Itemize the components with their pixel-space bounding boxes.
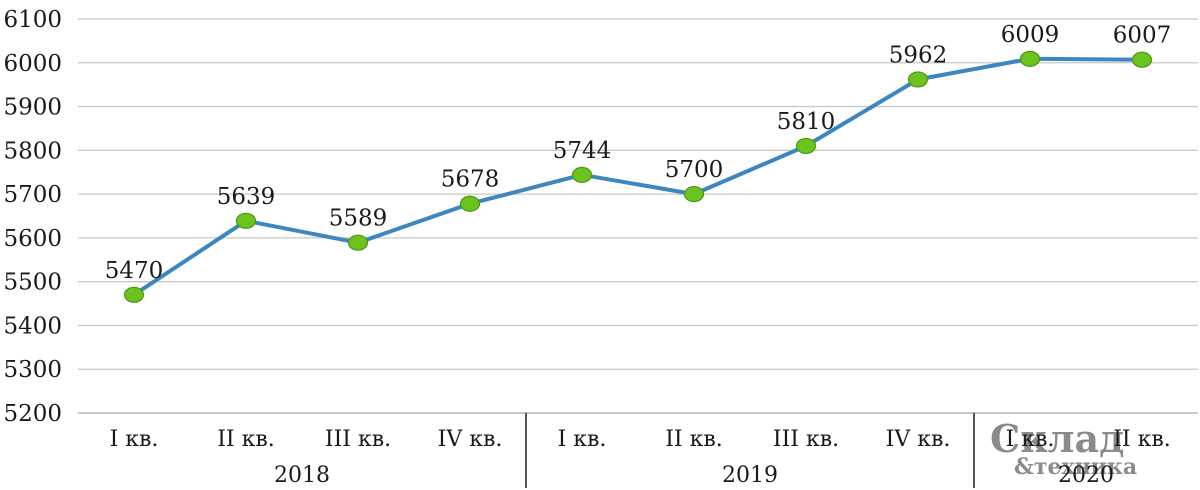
y-tick-label-5600: 5600: [3, 226, 62, 252]
data-point-2: [235, 212, 257, 229]
x-tick-label-1: I кв.: [110, 427, 159, 452]
data-point-3: [347, 234, 369, 251]
group-label-2018: 2018: [274, 463, 330, 488]
data-point-5: [571, 166, 593, 183]
y-tick-label-5200: 5200: [3, 401, 62, 427]
data-label-3: 5589: [329, 206, 388, 232]
data-label-4: 5678: [441, 167, 500, 193]
group-label-2019: 2019: [722, 463, 778, 488]
x-tick-label-8: IV кв.: [886, 427, 951, 452]
y-tick-label-5400: 5400: [3, 313, 62, 339]
y-tick-label-5900: 5900: [3, 95, 62, 121]
data-point-6: [683, 186, 705, 203]
series-line: [132, 56, 1143, 297]
y-tick-label-5500: 5500: [3, 270, 62, 296]
grid: [78, 18, 1198, 414]
y-axis-ticks: 5200 5300 5400 5500 5600 5700 5800 5900 6000 6100: [3, 7, 62, 427]
y-tick-label-6100: 6100: [3, 7, 62, 33]
y-tick-label-5700: 5700: [3, 182, 62, 208]
data-label-9: 6009: [1001, 22, 1060, 48]
x-tick-label-4: IV кв.: [438, 427, 503, 452]
group-separators: [525, 413, 975, 488]
data-label-5: 5744: [553, 138, 612, 164]
x-tick-label-3: III кв.: [325, 427, 391, 452]
x-tick-label-7: III кв.: [773, 427, 839, 452]
data-point-7: [795, 137, 817, 155]
data-point-4: [459, 195, 481, 212]
watermark-line2: &техника: [1014, 454, 1137, 480]
x-axis-groups: 2018 2019 2020: [274, 463, 1114, 488]
data-label-10: 6007: [1113, 23, 1172, 49]
watermark-logo: Склад &техника: [990, 416, 1137, 480]
x-tick-label-5: I кв.: [558, 427, 607, 452]
y-tick-label-5300: 5300: [3, 357, 62, 383]
group-label-2020: 2020: [1058, 463, 1114, 488]
data-label-6: 5700: [665, 157, 724, 183]
x-axis-ticks: I кв. II кв. III кв. IV кв. I кв. II кв. III к…: [110, 427, 1171, 452]
x-tick-label-9: I кв.: [1006, 427, 1055, 452]
watermark-line1: Склад: [990, 416, 1124, 461]
data-point-9: [1019, 50, 1041, 67]
series: 5470 5639 5589 5678 5744 5700 5810 5962 6009 6007: [105, 22, 1172, 303]
data-point-8: [907, 71, 929, 88]
data-label-8: 5962: [889, 42, 948, 68]
data-point-10: [1131, 51, 1153, 68]
data-point-1: [123, 286, 145, 303]
data-label-7: 5810: [777, 109, 836, 135]
x-tick-label-2: II кв.: [217, 427, 275, 452]
y-tick-label-6000: 6000: [3, 51, 62, 77]
x-tick-label-6: II кв.: [665, 427, 723, 452]
data-label-1: 5470: [105, 258, 164, 284]
x-tick-label-10: II кв.: [1113, 427, 1171, 452]
y-tick-label-5800: 5800: [3, 138, 62, 164]
data-label-2: 5639: [217, 184, 276, 210]
